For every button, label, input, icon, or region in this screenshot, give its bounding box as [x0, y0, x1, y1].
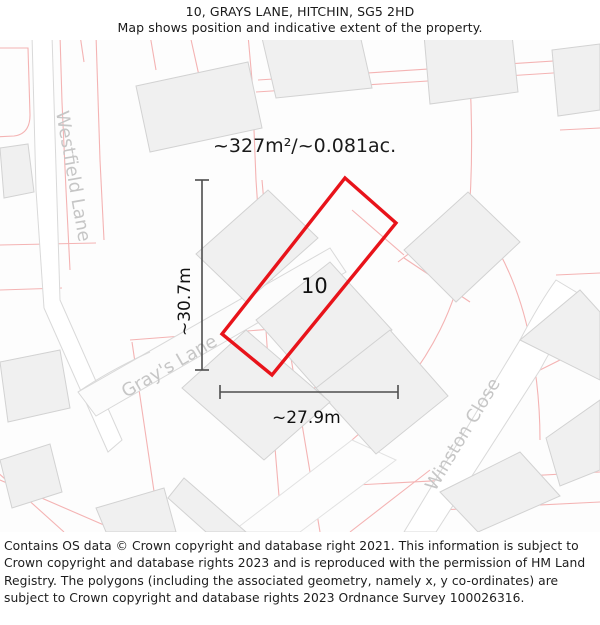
plot-number-label: 10: [301, 274, 328, 298]
building: [255, 261, 393, 391]
road-westfield-lane: [31, 40, 123, 453]
copyright-footer: Contains OS data © Crown copyright and d…: [0, 534, 600, 625]
map-canvas[interactable]: Westfield Lane Gray's Lane Winston Close…: [0, 40, 600, 532]
vertical-dimension: [195, 179, 209, 371]
horizontal-dimension: [219, 385, 399, 399]
building: [519, 289, 600, 381]
page-title: 10, GRAYS LANE, HITCHIN, SG5 2HD: [185, 4, 415, 19]
page-subtitle: Map shows position and indicative extent…: [117, 20, 483, 35]
map-header: 10, GRAYS LANE, HITCHIN, SG5 2HD Map sho…: [0, 0, 600, 36]
building: [0, 349, 71, 423]
building: [261, 40, 373, 99]
copyright-text: Contains OS data © Crown copyright and d…: [4, 539, 586, 606]
building: [545, 399, 600, 487]
building: [181, 329, 331, 461]
building: [135, 61, 263, 153]
building: [0, 443, 63, 509]
property-map[interactable]: Westfield Lane Gray's Lane Winston Close…: [0, 40, 600, 532]
building: [439, 451, 561, 532]
area-label: ~327m²/~0.081ac.: [213, 135, 396, 157]
building: [403, 191, 521, 303]
building: [195, 189, 319, 303]
building: [0, 143, 35, 199]
horizontal-dimension-label: ~27.9m: [272, 408, 341, 428]
road-connector: [231, 439, 397, 532]
building: [167, 477, 247, 532]
building: [423, 40, 519, 105]
building: [95, 487, 177, 532]
vertical-dimension-label: ~30.7m: [175, 267, 195, 336]
building: [551, 43, 600, 117]
property-outline[interactable]: [219, 175, 399, 378]
